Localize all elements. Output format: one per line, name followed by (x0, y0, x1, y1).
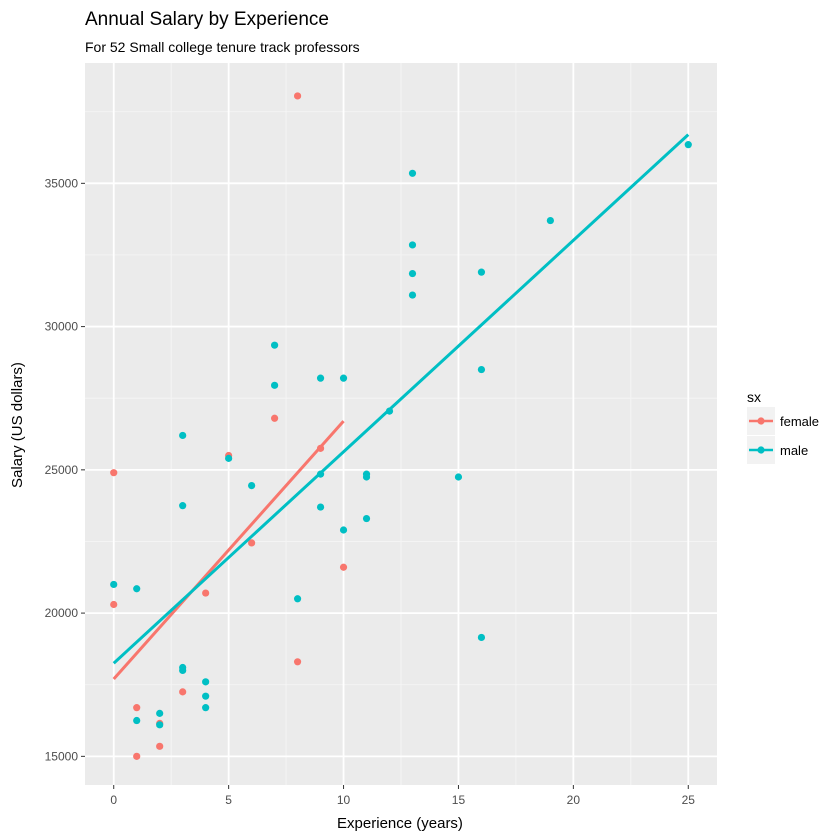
data-point-male (133, 585, 141, 593)
data-point-male (546, 216, 554, 225)
data-point-female (179, 688, 187, 696)
x-tick-label: 5 (225, 793, 232, 807)
chart-subtitle: For 52 Small college tenure track profes… (85, 39, 360, 55)
data-point-male (362, 473, 371, 481)
fit-line-female (112, 420, 345, 680)
data-point-female (110, 469, 118, 477)
data-point-male (156, 709, 164, 717)
legend-title: sx (747, 389, 761, 405)
legend-label-male: male (780, 443, 808, 458)
data-point-female (339, 563, 348, 571)
chart-title: Annual Salary by Experience (85, 9, 329, 30)
regression-lines (112, 133, 690, 680)
data-point-male (202, 678, 210, 686)
y-axis-title: Salary (US dollars) (9, 362, 26, 488)
data-point-male (362, 514, 371, 523)
y-tick-label: 25000 (45, 463, 79, 477)
data-point-male (225, 454, 233, 462)
data-point-male (133, 716, 141, 725)
major-gridlines (85, 63, 717, 785)
y-tick-label: 30000 (45, 320, 79, 334)
data-point-female (271, 414, 279, 422)
x-tick-label: 10 (337, 793, 351, 807)
data-point-male (408, 291, 417, 299)
data-point-male (408, 169, 417, 177)
data-point-male (202, 692, 210, 700)
data-point-male (339, 374, 348, 382)
x-tick-label: 25 (682, 793, 696, 807)
x-axis-title: Experience (years) (337, 815, 463, 832)
data-point-male (156, 721, 164, 729)
data-point-male (179, 666, 187, 674)
y-axis-ticks: 15000 20000 25000 30000 35000 (45, 176, 85, 763)
data-point-male (408, 269, 417, 278)
fit-line-male (112, 133, 690, 665)
x-tick-label: 20 (567, 793, 581, 807)
data-point-male (179, 502, 187, 510)
legend-key-point-male (757, 446, 765, 454)
data-point-male (454, 473, 463, 481)
data-point-female (202, 589, 210, 597)
y-tick-label: 20000 (45, 606, 79, 620)
data-point-female (248, 539, 256, 547)
data-point-female (293, 658, 302, 666)
data-point-male (316, 503, 325, 511)
data-point-male (202, 704, 210, 712)
data-point-male (110, 580, 118, 589)
data-point-male (248, 481, 256, 490)
data-point-male (179, 431, 187, 440)
legend-label-female: female (780, 414, 819, 429)
data-point-male (293, 595, 302, 603)
x-axis-ticks: 0 5 10 15 20 25 (110, 785, 695, 807)
data-point-male (339, 526, 348, 534)
data-point-male (477, 365, 486, 374)
x-tick-label: 0 (110, 793, 117, 807)
data-point-female (293, 92, 302, 100)
data-point-male (316, 374, 325, 382)
y-tick-label: 35000 (45, 176, 79, 190)
legend: sx female male (747, 389, 819, 464)
data-point-female (156, 742, 164, 750)
data-point-female (133, 752, 141, 760)
data-point-female (133, 704, 141, 712)
data-point-male (477, 633, 486, 642)
data-point-male (271, 381, 279, 389)
data-point-male (408, 241, 417, 249)
data-point-male (684, 141, 692, 149)
data-point-male (477, 268, 486, 276)
data-point-female (110, 600, 118, 609)
x-tick-label: 15 (452, 793, 466, 807)
y-tick-label: 15000 (45, 749, 79, 763)
data-point-male (271, 341, 279, 349)
legend-key-point-female (757, 417, 765, 425)
